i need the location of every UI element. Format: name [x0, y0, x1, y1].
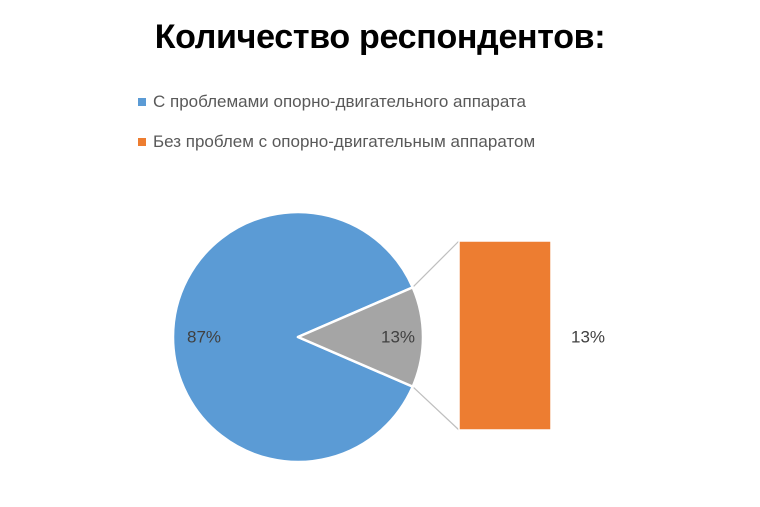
data-label-bar-without-problems: 13% — [571, 328, 605, 347]
pie-slice-without-problems — [296, 286, 425, 388]
legend-label-with-problems: С проблемами опорно-двигательного аппара… — [153, 92, 526, 111]
legend-label-without-problems: Без проблем с опорно-двигательным аппара… — [153, 132, 536, 151]
legend-item-with-problems: С проблемами опорно-двигательного аппара… — [138, 92, 535, 112]
legend-item-without-problems: Без проблем с опорно-двигательным аппара… — [138, 132, 535, 152]
connector-line-top — [412, 240, 460, 288]
connector-line-bottom — [412, 386, 460, 431]
data-label-with-problems: 87% — [187, 328, 221, 347]
data-label-without-problems: 13% — [381, 328, 415, 347]
legend: С проблемами опорно-двигательного аппара… — [138, 92, 535, 172]
legend-swatch-without-problems — [138, 138, 146, 146]
bar-segment-without-problems — [458, 240, 552, 431]
legend-swatch-with-problems — [138, 98, 146, 106]
chart-title: Количество респондентов: — [154, 18, 606, 56]
pie-slice-with-problems — [171, 210, 414, 464]
